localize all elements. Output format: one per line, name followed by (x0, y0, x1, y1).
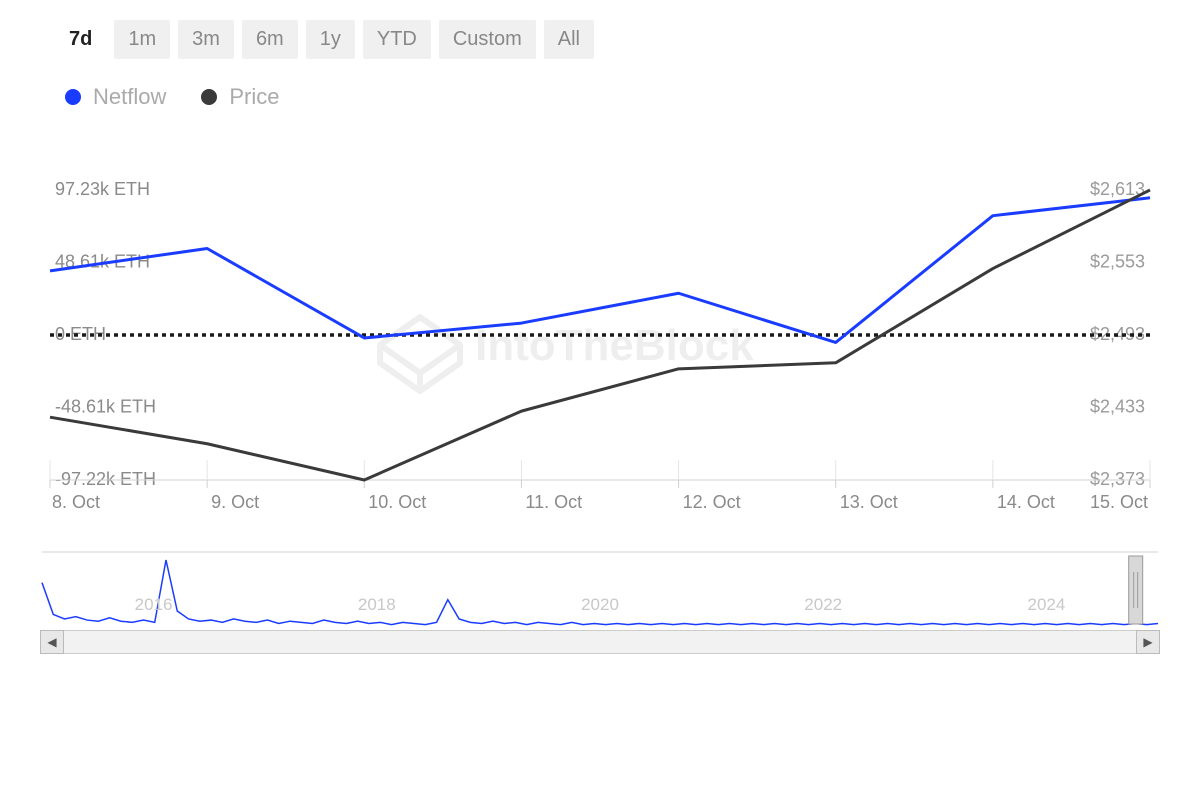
navigator-year-label: 2024 (1027, 595, 1065, 614)
navigator-chart[interactable]: 2016 2018 2020 2022 2024 (40, 550, 1160, 630)
timerange-tabs: 7d1m3m6m1yYTDCustomAll (55, 20, 1160, 59)
y-left-label: 97.23k ETH (55, 180, 150, 199)
navigator-year-label: 2018 (358, 595, 396, 614)
legend-label: Price (229, 84, 279, 110)
tab-1m[interactable]: 1m (114, 20, 170, 59)
scroll-bar: ◀ ▶ (40, 630, 1160, 654)
main-chart: IntoTheBlock97.23k ETH48.61k ETH0 ETH-48… (40, 180, 1160, 520)
y-right-label: $2,553 (1090, 252, 1145, 272)
scroll-right-button[interactable]: ▶ (1136, 630, 1160, 654)
tab-3m[interactable]: 3m (178, 20, 234, 59)
tab-1y[interactable]: 1y (306, 20, 355, 59)
legend: Netflow Price (65, 84, 1160, 110)
x-label: 12. Oct (683, 492, 741, 512)
tab-custom[interactable]: Custom (439, 20, 536, 59)
navigator-sparkline (42, 560, 1158, 625)
legend-label: Netflow (93, 84, 166, 110)
legend-item-netflow[interactable]: Netflow (65, 84, 166, 110)
y-left-label: -97.22k ETH (55, 469, 156, 489)
tab-ytd[interactable]: YTD (363, 20, 431, 59)
navigator-handle[interactable] (1129, 556, 1143, 624)
legend-dot-icon (201, 89, 217, 105)
scroll-track[interactable] (64, 630, 1136, 654)
x-label: 14. Oct (997, 492, 1055, 512)
y-left-label: -48.61k ETH (55, 397, 156, 417)
x-label: 8. Oct (52, 492, 100, 512)
legend-dot-icon (65, 89, 81, 105)
navigator-year-label: 2020 (581, 595, 619, 614)
x-label: 15. Oct (1090, 492, 1148, 512)
tab-6m[interactable]: 6m (242, 20, 298, 59)
x-label: 10. Oct (368, 492, 426, 512)
tab-7d[interactable]: 7d (55, 20, 106, 59)
x-label: 13. Oct (840, 492, 898, 512)
y-right-label: $2,373 (1090, 469, 1145, 489)
scroll-left-button[interactable]: ◀ (40, 630, 64, 654)
svg-text:IntoTheBlock: IntoTheBlock (475, 321, 754, 370)
navigator-year-label: 2022 (804, 595, 842, 614)
x-label: 11. Oct (525, 492, 582, 512)
tab-all[interactable]: All (544, 20, 594, 59)
navigator-year-label: 2016 (135, 595, 173, 614)
x-label: 9. Oct (211, 492, 259, 512)
y-right-label: $2,433 (1090, 397, 1145, 417)
legend-item-price[interactable]: Price (201, 84, 279, 110)
